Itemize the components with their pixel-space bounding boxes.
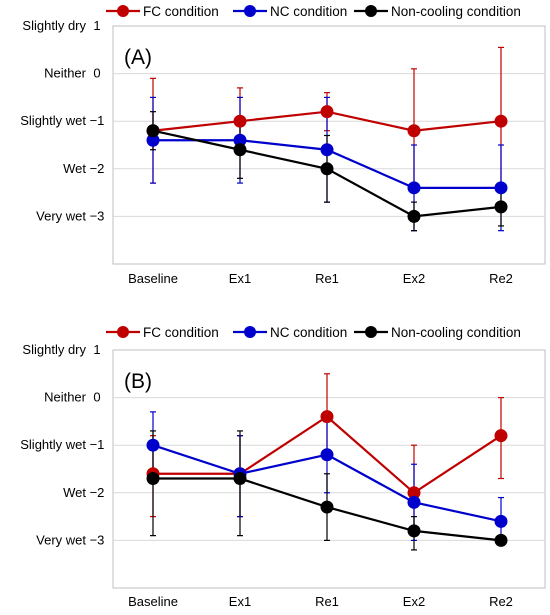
data-point (407, 495, 421, 509)
panel-label: (A) (124, 46, 152, 69)
x-tick-label: Ex1 (229, 271, 251, 286)
legend-marker (117, 326, 129, 338)
x-tick-label: Baseline (128, 594, 178, 609)
x-tick-label: Ex1 (229, 594, 251, 609)
data-point (320, 162, 334, 176)
y-tick-label: Wet (63, 485, 86, 500)
data-point (407, 209, 421, 223)
x-tick-label: Ex2 (403, 594, 425, 609)
legend-entry: FC condition (143, 325, 219, 340)
legend-marker (117, 5, 129, 17)
legend-marker (365, 5, 377, 17)
data-point (494, 181, 508, 195)
y-tick-label: Very wet (36, 208, 86, 223)
legend-entry: NC condition (270, 325, 347, 340)
data-point (494, 114, 508, 128)
panel-label: (B) (124, 370, 152, 393)
y-tick-label: Wet (63, 161, 86, 176)
data-point (494, 200, 508, 214)
y-tick-label: Very wet (36, 532, 86, 547)
x-tick-label: Re2 (489, 271, 513, 286)
data-point (233, 114, 247, 128)
x-tick-label: Re1 (315, 271, 339, 286)
data-point (407, 124, 421, 138)
plot-area-border (112, 349, 546, 589)
data-point (233, 143, 247, 157)
y-tick-label: Slightly dry (22, 18, 86, 33)
data-point (407, 524, 421, 538)
x-tick-label: Re2 (489, 594, 513, 609)
y-tick-value: −2 (90, 485, 105, 500)
plot-area-border (112, 25, 546, 265)
y-tick-value: −1 (90, 437, 105, 452)
data-point (494, 429, 508, 443)
y-tick-label: Slightly wet (20, 437, 86, 452)
x-tick-label: Ex2 (403, 271, 425, 286)
data-point (494, 533, 508, 547)
legend-entry: FC condition (143, 4, 219, 19)
y-tick-value: −3 (90, 532, 105, 547)
y-tick-label: Slightly dry (22, 342, 86, 357)
data-point (320, 448, 334, 462)
legend-entry: NC condition (270, 4, 347, 19)
data-point (320, 105, 334, 119)
y-tick-value: 0 (93, 390, 100, 405)
data-point (320, 143, 334, 157)
y-tick-value: −3 (90, 208, 105, 223)
chart-panel-a: Slightly dry 1 Neither 0 Slightly wet −1 Wet −2… (20, 4, 546, 286)
y-tick-value: 0 (93, 66, 100, 81)
y-tick-label: Neither (44, 390, 87, 405)
legend-marker (244, 326, 256, 338)
data-point (146, 472, 160, 486)
legend-entry: Non-cooling condition (391, 325, 521, 340)
data-point (146, 438, 160, 452)
y-tick-value: 1 (93, 18, 100, 33)
data-point (233, 133, 247, 147)
data-point (320, 500, 334, 514)
legend-marker (365, 326, 377, 338)
x-tick-label: Re1 (315, 594, 339, 609)
data-point (146, 124, 160, 138)
y-tick-label: Slightly wet (20, 113, 86, 128)
legend-entry: Non-cooling condition (391, 4, 521, 19)
data-point (494, 514, 508, 528)
chart-panel-b: Slightly dry 1 Neither 0 Slightly wet −1 Wet −2… (20, 325, 546, 609)
y-tick-value: −2 (90, 161, 105, 176)
data-point (320, 410, 334, 424)
y-tick-value: 1 (93, 342, 100, 357)
legend-marker (244, 5, 256, 17)
y-tick-value: −1 (90, 113, 105, 128)
x-tick-label: Baseline (128, 271, 178, 286)
data-point (407, 181, 421, 195)
data-point (146, 133, 160, 147)
data-point (407, 486, 421, 500)
data-point (233, 472, 247, 486)
y-tick-label: Neither (44, 66, 87, 81)
